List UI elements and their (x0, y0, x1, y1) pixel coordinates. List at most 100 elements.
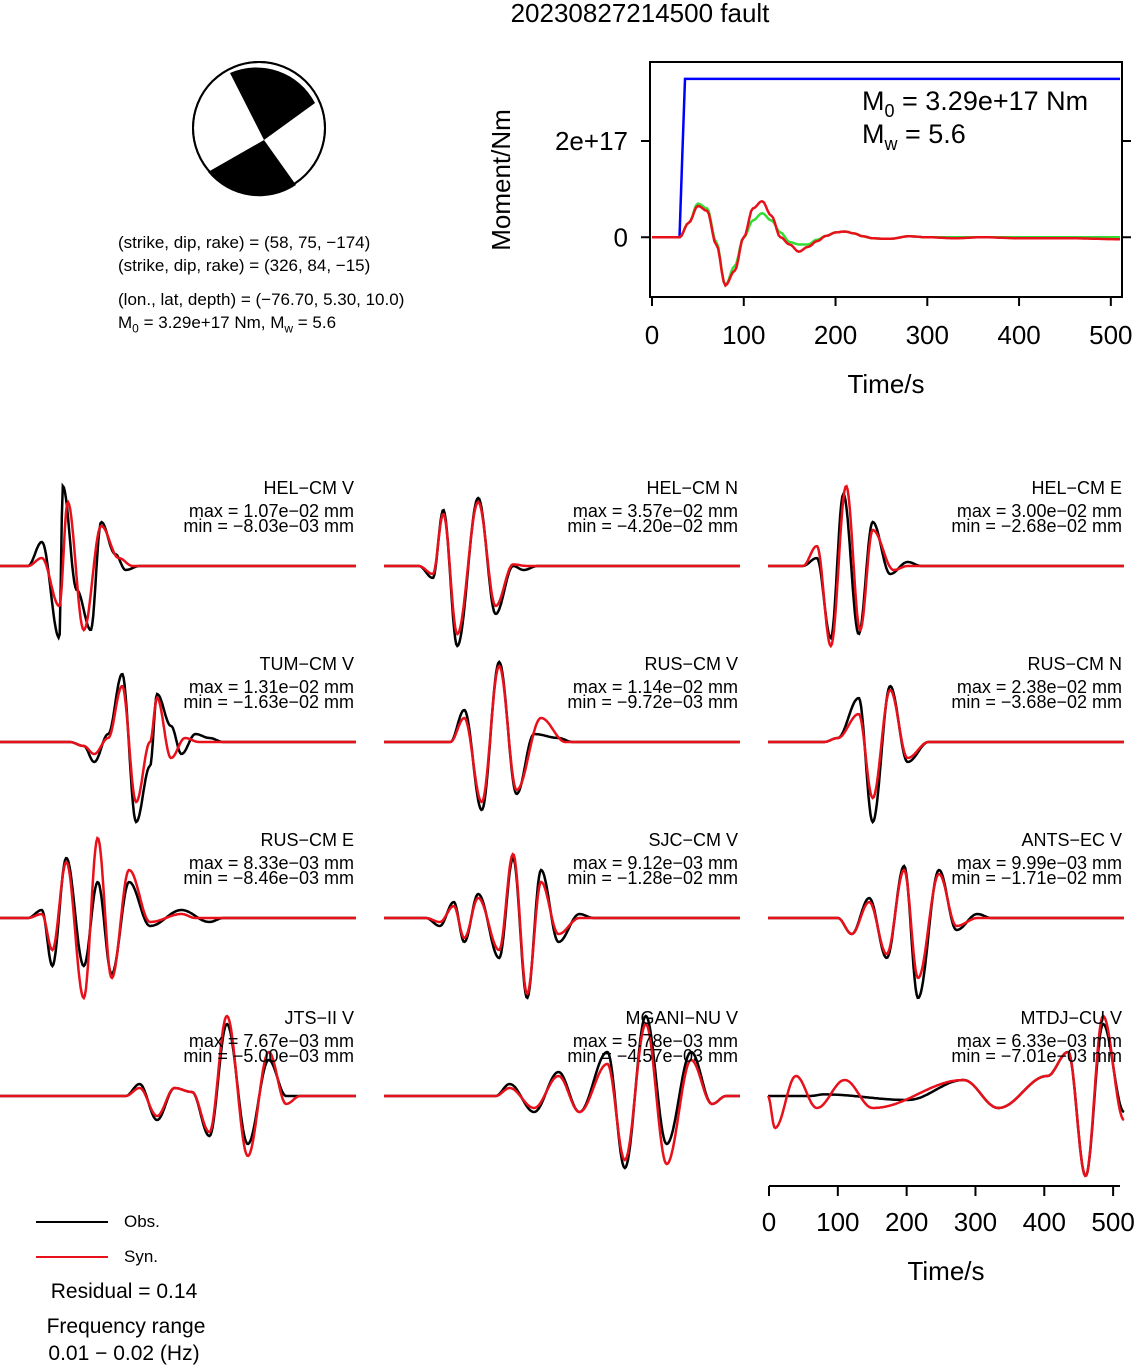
trace-max-label: max = 3.00e−02 mm (957, 501, 1122, 521)
moment-ytick-label-0: 0 (614, 222, 628, 252)
waveform-xtick-label-4: 400 (1023, 1207, 1066, 1237)
moment-ytick-label-1: 2e+17 (555, 126, 628, 156)
station-label: RUS−CM V (644, 654, 738, 674)
moment-plot-axes: 0 100 200 300 400 500 0 2e+17 (555, 126, 1133, 350)
moment-xtick-label-1: 100 (722, 320, 765, 350)
station-label: RUS−CM N (1027, 654, 1122, 674)
waveform-xtick-label-0: 0 (762, 1207, 776, 1237)
trace-min-label: min = −4.57e−03 mm (567, 1046, 738, 1066)
moment-xtick-label-5: 500 (1089, 320, 1132, 350)
trace-min-label: min = −7.01e−03 mm (951, 1046, 1122, 1066)
trace-min-label: min = −1.63e−02 mm (183, 692, 354, 712)
station-label: HEL−CM E (1031, 478, 1122, 498)
waveform-xtick-label-5: 500 (1091, 1207, 1134, 1237)
trace-max-label: max = 2.38e−02 mm (957, 677, 1122, 697)
waveform-xtick-label-2: 200 (885, 1207, 928, 1237)
waveform-xtick-label-1: 100 (816, 1207, 859, 1237)
residual-text: Residual = 0.14 (50, 1280, 198, 1303)
trace-max-label: max = 9.99e−03 mm (957, 853, 1122, 873)
moment-plot-frame (649, 61, 1123, 298)
synthetic-trace (766, 1014, 1125, 1178)
legend-obs-swatch (36, 1221, 108, 1223)
moment-plot-ylabel: Moment/Nm (486, 109, 516, 251)
trace-min-label: min = −2.68e−02 mm (951, 516, 1122, 536)
station-label: RUS−CM E (260, 830, 354, 850)
moment-plot-marks (652, 77, 1120, 288)
moment-plot-xlabel: Time/s (847, 369, 924, 399)
trace-min-label: min = −9.72e−03 mm (567, 692, 738, 712)
trace-max-label: max = 9.12e−03 mm (573, 853, 738, 873)
trace-min-label: min = −3.68e−02 mm (951, 692, 1122, 712)
moment-xtick-label-4: 400 (997, 320, 1040, 350)
trace-max-label: max = 3.57e−02 mm (573, 501, 738, 521)
station-label: MTDJ−CU V (1020, 1008, 1122, 1028)
synthetic-trace (768, 688, 1124, 800)
stf-mw-annotation: Mw = 5.6 (862, 119, 966, 154)
waveform-time-axis: 0 100 200 300 400 500 (762, 1185, 1135, 1237)
synthetic-trace (768, 868, 1124, 980)
synthetic-trace (384, 1022, 740, 1166)
hypocenter-location: (lon., lat, depth) = (−76.70, 5.30, 10.0… (118, 290, 405, 309)
trace-min-label: min = −1.28e−02 mm (567, 868, 738, 888)
waveform-xtick-label-3: 300 (954, 1207, 997, 1237)
beachball-quadrant-sw (208, 140, 296, 197)
synthetic-trace (0, 684, 356, 804)
waveform-xlabel: Time/s (907, 1256, 984, 1286)
synthetic-trace (384, 500, 740, 636)
station-label: SJC−CM V (648, 830, 738, 850)
moment-series-2 (652, 199, 1120, 288)
legend-syn-label: Syn. (124, 1247, 159, 1266)
trace-min-label: min = −8.46e−03 mm (183, 868, 354, 888)
frequency-title: Frequency range (46, 1315, 206, 1338)
legend-obs-label: Obs. (124, 1212, 160, 1231)
trace-max-label: max = 5.78e−03 mm (573, 1031, 738, 1051)
beachball (192, 61, 326, 197)
trace-max-label: max = 1.31e−02 mm (189, 677, 354, 697)
synthetic-trace (0, 836, 356, 1001)
station-label: HEL−CM V (263, 478, 354, 498)
station-label: MGANI−NU V (625, 1008, 738, 1028)
moment-xtick-label-0: 0 (645, 320, 659, 350)
figure-title: 20230827214500 fault (511, 0, 771, 28)
nodal-plane-2: (strike, dip, rake) = (326, 84, −15) (118, 256, 371, 275)
synthetic-trace (384, 664, 740, 804)
trace-max-label: max = 1.14e−02 mm (573, 677, 738, 697)
station-label: JTS−II V (284, 1008, 354, 1028)
trace-min-label: min = −8.03e−03 mm (183, 516, 354, 536)
nodal-plane-1: (strike, dip, rake) = (58, 75, −174) (118, 233, 371, 252)
frequency-range: 0.01 − 0.02 (Hz) (48, 1342, 200, 1365)
synthetic-trace (0, 499, 356, 632)
beachball-quadrant-ne (230, 67, 315, 140)
trace-max-label: max = 6.33e−03 mm (957, 1031, 1122, 1051)
trace-max-label: max = 7.67e−03 mm (189, 1031, 354, 1051)
trace-max-label: max = 8.33e−03 mm (189, 853, 354, 873)
synthetic-trace (384, 852, 740, 996)
stf-m0-annotation: M0 = 3.29e+17 Nm (862, 86, 1088, 121)
station-label: TUM−CM V (260, 654, 355, 674)
legend-syn-swatch (36, 1256, 108, 1258)
trace-min-label: min = −4.20e−02 mm (567, 516, 738, 536)
moment-summary: M0 = 3.29e+17 Nm, Mw = 5.6 (118, 313, 337, 336)
station-label: ANTS−EC V (1021, 830, 1122, 850)
trace-min-label: min = −5.00e−03 mm (183, 1046, 354, 1066)
trace-min-label: min = −1.71e−02 mm (951, 868, 1122, 888)
moment-xtick-label-2: 200 (814, 320, 857, 350)
station-label: HEL−CM N (646, 478, 738, 498)
synthetic-trace (768, 484, 1124, 649)
trace-max-label: max = 1.07e−02 mm (189, 501, 354, 521)
